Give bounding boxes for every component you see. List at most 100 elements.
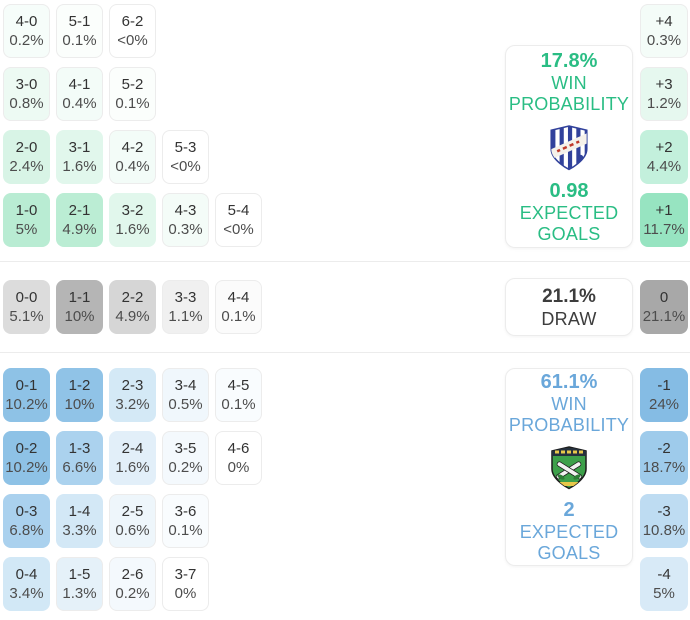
home-score-cell-label: 3-0 xyxy=(15,75,38,93)
home-goal-diff-cell: +3 1.2% xyxy=(640,67,688,121)
away-score-cell-probability: 1.6% xyxy=(115,458,150,476)
away-goal-diff-cell-label: -2 xyxy=(657,439,671,457)
away-score-cell-probability: 10.2% xyxy=(5,395,48,413)
home-goal-diff-cell-probability: 1.2% xyxy=(646,94,682,112)
away-score-cell-label: 4-6 xyxy=(227,439,250,457)
score-row: 0-2 10.2% 1-3 6.6% 2-4 1.6% 3-5 0.2% 4-6 0% xyxy=(3,431,262,485)
home-score-cell-label: 4-0 xyxy=(15,12,38,30)
section-divider xyxy=(0,261,690,262)
away-score-cell-label: 0-1 xyxy=(15,376,38,394)
away-score-cell-probability: 6.8% xyxy=(9,521,44,539)
away-goal-diff-cell-probability: 24% xyxy=(648,395,680,413)
draw-score-cell: 4-4 0.1% xyxy=(215,280,262,334)
away-score-cell: 1-4 3.3% xyxy=(56,494,103,548)
home-score-cell-label: 5-2 xyxy=(121,75,144,93)
home-score-cell-label: 4-1 xyxy=(68,75,91,93)
score-row: 3-0 0.8% 4-1 0.4% 5-2 0.1% xyxy=(3,67,156,121)
home-score-cell: 5-1 0.1% xyxy=(56,4,103,58)
away-score-cell-probability: 0.2% xyxy=(115,584,150,602)
away-score-cell-label: 2-4 xyxy=(121,439,144,457)
home-score-cell-probability: 0.3% xyxy=(168,220,203,238)
away-goal-diff-cell-label: -1 xyxy=(657,376,671,394)
draw-goal-diff-cell-probability: 21.1% xyxy=(642,307,686,325)
draw-score-cell: 0-0 5.1% xyxy=(3,280,50,334)
score-row: 4-0 0.2% 5-1 0.1% 6-2 <0% xyxy=(3,4,156,58)
home-score-cell: 3-0 0.8% xyxy=(3,67,50,121)
home-score-cell-label: 5-1 xyxy=(68,12,91,30)
away-score-cell-label: 1-4 xyxy=(68,502,91,520)
home-score-cell-probability: <0% xyxy=(117,31,148,49)
away-goal-diff-cell-label: -4 xyxy=(657,565,671,583)
home-score-cell: 5-2 0.1% xyxy=(109,67,156,121)
home-goal-diff-cell: +2 4.4% xyxy=(640,130,688,184)
away-score-cell-probability: 0.1% xyxy=(221,395,256,413)
away-score-cell: 2-4 1.6% xyxy=(109,431,156,485)
draw-score-cell-probability: 0.1% xyxy=(221,307,256,325)
away-score-cell: 4-6 0% xyxy=(215,431,262,485)
away-score-cell-probability: 3.3% xyxy=(62,521,97,539)
away-score-cell: 3-4 0.5% xyxy=(162,368,209,422)
home-goal-diff-cell-probability: 0.3% xyxy=(646,31,682,49)
away-score-cell-label: 4-5 xyxy=(227,376,250,394)
goal-difference-column: +4 0.3% +3 1.2% +2 4.4% +1 11.7% 0 21.1% -1 24% -2 18… xyxy=(640,0,688,620)
home-score-cell-label: 6-2 xyxy=(121,12,144,30)
away-score-cell: 3-5 0.2% xyxy=(162,431,209,485)
away-score-cell-probability: 3.4% xyxy=(9,584,44,602)
home-team-crest-icon xyxy=(548,124,590,171)
home-score-cell: 4-3 0.3% xyxy=(162,193,209,247)
home-score-cell-probability: 0.4% xyxy=(62,94,97,112)
home-score-cell-probability: 1.6% xyxy=(115,220,150,238)
home-score-cell-label: 4-2 xyxy=(121,138,144,156)
score-row: 1-0 5% 2-1 4.9% 3-2 1.6% 4-3 0.3% 5-4 <0% xyxy=(3,193,262,247)
away-goal-diff-cell-probability: 10.8% xyxy=(642,521,686,539)
away-team-crest-icon xyxy=(549,446,589,490)
home-score-cell-label: 1-0 xyxy=(15,201,38,219)
home-score-cell: 2-0 2.4% xyxy=(3,130,50,184)
home-score-cell-probability: 4.9% xyxy=(62,220,97,238)
away-score-cell-label: 3-4 xyxy=(174,376,197,394)
draw-probability-panel: 21.1% DRAW xyxy=(505,278,633,336)
away-goal-diff-cell: -4 5% xyxy=(640,557,688,611)
home-win-probability-label-line1: WIN xyxy=(551,72,587,93)
home-score-cell-label: 3-1 xyxy=(68,138,91,156)
away-score-cell: 2-3 3.2% xyxy=(109,368,156,422)
away-score-cell-label: 3-7 xyxy=(174,565,197,583)
draw-goal-diff-cell: 0 21.1% xyxy=(640,280,688,334)
home-score-cell: 4-2 0.4% xyxy=(109,130,156,184)
draw-score-cell-probability: 4.9% xyxy=(115,307,150,325)
away-goal-diff-cell-label: -3 xyxy=(657,502,671,520)
score-row: 0-3 6.8% 1-4 3.3% 2-5 0.6% 3-6 0.1% xyxy=(3,494,209,548)
home-score-cell-probability: <0% xyxy=(170,157,201,175)
away-score-cell-probability: 0% xyxy=(174,584,197,602)
away-score-cell-label: 1-3 xyxy=(68,439,91,457)
away-score-cell: 3-6 0.1% xyxy=(162,494,209,548)
away-expected-goals-label-line1: EXPECTED xyxy=(519,522,619,542)
away-score-cell: 0-2 10.2% xyxy=(3,431,50,485)
away-score-cell-probability: 3.2% xyxy=(115,395,150,413)
away-score-cell-label: 2-3 xyxy=(121,376,144,394)
home-score-cell-label: 4-3 xyxy=(174,201,197,219)
home-goal-diff-cell-label: +2 xyxy=(655,138,673,156)
home-score-cell: 4-0 0.2% xyxy=(3,4,50,58)
home-score-cell-probability: <0% xyxy=(223,220,254,238)
away-score-cell-label: 3-5 xyxy=(174,439,197,457)
home-score-cell-probability: 0.1% xyxy=(62,31,97,49)
home-score-cell: 6-2 <0% xyxy=(109,4,156,58)
away-score-cell: 1-2 10% xyxy=(56,368,103,422)
home-win-probability-label-line2: PROBABILITY xyxy=(508,93,630,114)
away-score-cell: 1-5 1.3% xyxy=(56,557,103,611)
draw-score-cell-label: 4-4 xyxy=(227,288,250,306)
draw-score-cell-label: 0-0 xyxy=(15,288,38,306)
score-row: 0-1 10.2% 1-2 10% 2-3 3.2% 3-4 0.5% 4-5 0.1% xyxy=(3,368,262,422)
away-goal-diff-cell: -3 10.8% xyxy=(640,494,688,548)
draw-probability-value: 21.1% xyxy=(542,285,596,307)
draw-score-cell: 1-1 10% xyxy=(56,280,103,334)
home-goal-diff-cell: +4 0.3% xyxy=(640,4,688,58)
draw-score-cell: 2-2 4.9% xyxy=(109,280,156,334)
draw-score-cell-label: 1-1 xyxy=(68,288,91,306)
home-goal-diff-cell-probability: 11.7% xyxy=(643,220,685,238)
away-score-cell-label: 2-6 xyxy=(121,565,144,583)
away-score-cell-probability: 6.6% xyxy=(62,458,97,476)
home-score-cell: 5-4 <0% xyxy=(215,193,262,247)
draw-goal-diff-cell-label: 0 xyxy=(659,288,669,306)
